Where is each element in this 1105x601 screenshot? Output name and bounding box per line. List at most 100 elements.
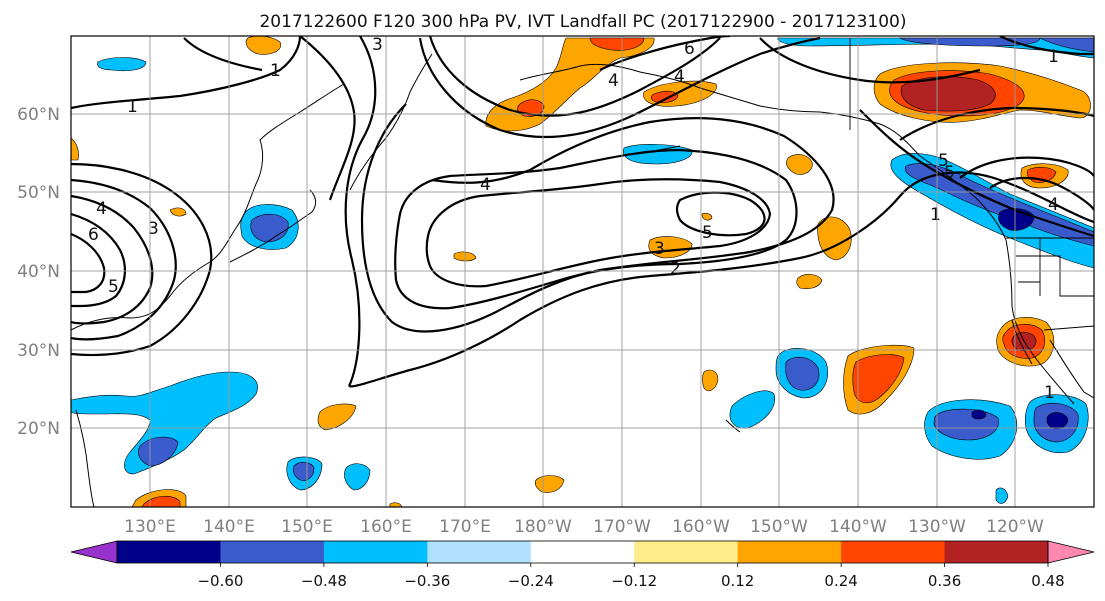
lat-label: 40°N	[17, 262, 60, 282]
contour-label: 6	[88, 225, 99, 245]
contour-west-high-2	[71, 178, 177, 341]
contour-1-nw	[71, 36, 302, 110]
shade-neg-subtrop-west-2	[344, 463, 371, 491]
shade-neg-subtrop-3-core	[971, 409, 987, 420]
contour-canada-1	[899, 106, 1094, 141]
shade-pos-wa-small	[786, 154, 813, 175]
lon-label: 140°E	[203, 517, 255, 537]
shade-pos-subtrop-2	[702, 369, 719, 392]
contour-ak-top	[599, 36, 731, 71]
shade-neg-top-right-inner	[898, 37, 1041, 47]
colorbar-tick-label: −0.36	[404, 572, 450, 590]
contour-label: 3	[148, 219, 159, 239]
colorbar-extend-low	[70, 540, 118, 564]
colorbar-segment	[634, 541, 739, 563]
shade-neg-japan-inner	[250, 213, 289, 243]
coast-kamchatka	[349, 53, 433, 191]
shade-pos-subtrop-west-2	[534, 475, 565, 493]
lon-label: 170°E	[439, 517, 491, 537]
contour-label: 2	[670, 259, 681, 279]
contour-nw-upper	[183, 37, 263, 72]
shade-neg-baja-small	[995, 487, 1009, 504]
coast-japan	[229, 189, 317, 263]
shaded-anomalies	[71, 36, 1094, 507]
lon-label: 160°E	[360, 517, 412, 537]
shade-neg-top-left-small	[1039, 37, 1094, 53]
contour-canada-4	[999, 36, 1094, 56]
colorbar-tick-label: −0.60	[197, 572, 243, 590]
colorbar-tick-label: 0.36	[928, 572, 961, 590]
coast-mexico	[1049, 339, 1094, 399]
contour-west-high-5	[71, 232, 106, 294]
contour-ridge-1	[299, 36, 356, 201]
colorbar-segment	[944, 541, 1049, 563]
colorbar-tick-label: 0.48	[1031, 572, 1064, 590]
lat-label: 50°N	[17, 183, 60, 203]
contour-inner-loop-b	[425, 178, 772, 288]
border-us-mexico	[1043, 325, 1094, 331]
lon-label: 130°E	[124, 517, 176, 537]
contour-label: 1	[270, 61, 281, 81]
shade-pos-bering-inner	[589, 37, 645, 51]
shade-pos-central-6	[169, 207, 187, 217]
contour-label: 1	[930, 205, 941, 225]
shade-pos-central-5	[701, 212, 713, 221]
shade-pos-central-3	[796, 274, 823, 290]
contour-west-high-1	[71, 162, 213, 357]
contour-label: 5	[108, 277, 119, 297]
coast-baja	[1011, 319, 1033, 365]
colorbar-tick-label: −0.48	[301, 572, 347, 590]
shade-neg-west-band	[71, 371, 258, 475]
contour-trough-outer	[859, 109, 1094, 238]
contour-label: 4	[608, 71, 619, 91]
contour-label: 1	[1044, 383, 1055, 403]
contour-trough-loop-3	[344, 36, 1094, 388]
contour-label: 1	[1048, 47, 1059, 67]
coast-alaska	[519, 63, 921, 157]
contour-west-high-4	[71, 212, 126, 308]
contour-label: 5	[944, 163, 955, 183]
lon-label: 160°W	[672, 517, 730, 537]
borders	[849, 38, 1094, 331]
contour-label: 1	[127, 97, 138, 117]
colorbar-segment	[737, 541, 842, 563]
colorbar-segment	[323, 541, 428, 563]
shade-pos-subtrop-1-inner	[852, 354, 905, 404]
lon-label: 150°W	[750, 517, 808, 537]
map-panel: 1 1 3 6 4 5 4 1 4 6 3 5 4 5 3 2 1 4 5 1	[17, 35, 1095, 537]
lon-label: 140°W	[829, 517, 887, 537]
contour-label: 4	[480, 175, 491, 195]
contour-label: 4	[674, 67, 685, 87]
colorbar-segment	[117, 541, 221, 563]
colorbar-tick-label: −0.24	[508, 572, 554, 590]
contour-label: 4	[1048, 195, 1059, 215]
gridlines	[71, 36, 1094, 507]
contour-alaska-1	[759, 37, 981, 84]
contour-inner-loop-a	[394, 148, 798, 310]
lat-label: 60°N	[17, 105, 60, 125]
map-frame	[70, 35, 1095, 508]
lon-label: 170°W	[593, 517, 651, 537]
colorbar-segment	[220, 541, 325, 563]
shade-pos-subtrop-west-1	[317, 403, 357, 431]
chart-title: 2017122600 F120 300 hPa PV, IVT Landfall…	[259, 12, 906, 32]
contour-north-6b	[418, 36, 821, 139]
contour-label: 5	[702, 223, 713, 243]
coast-aleutians	[559, 145, 681, 169]
contour-label: 5	[938, 151, 949, 171]
colorbar-extend-high	[1047, 540, 1095, 564]
contour-label: 3	[654, 239, 665, 259]
contour-canada-3	[989, 177, 1094, 211]
lon-labels: 130°E 140°E 150°E 160°E 170°E 180°W 170°…	[124, 517, 1044, 537]
contour-label: 3	[372, 35, 383, 55]
lat-labels: 60°N 50°N 40°N 30°N 20°N	[17, 105, 60, 439]
colorbar-segment	[841, 541, 946, 563]
shade-pos-left-edge	[71, 137, 79, 161]
lon-label: 120°W	[986, 517, 1044, 537]
colorbar-outline	[116, 540, 1049, 564]
lon-label: 180°W	[514, 517, 572, 537]
shade-neg-small-nw	[97, 57, 147, 72]
shade-neg-subtrop-west-1-in	[292, 462, 315, 481]
lat-label: 30°N	[17, 341, 60, 361]
